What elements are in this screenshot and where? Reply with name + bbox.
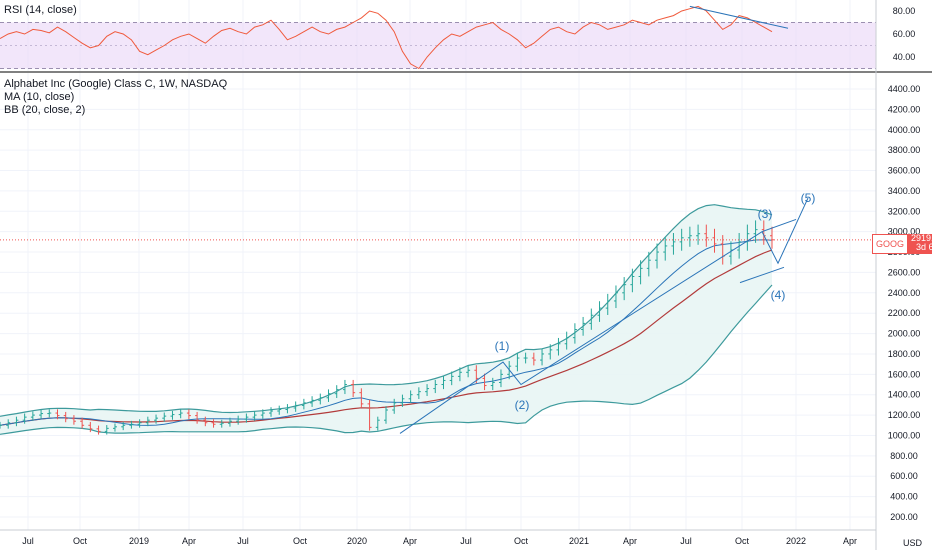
time-tick-label: Apr — [403, 536, 417, 546]
price-tick-label: 4400.00 — [888, 84, 921, 94]
badge-countdown: 3d 6h — [916, 242, 932, 252]
time-tick-label: 2019 — [129, 536, 149, 546]
price-tick-label: 4000.00 — [888, 125, 921, 135]
time-tick-label: Jul — [680, 536, 692, 546]
price-tick-label: 3400.00 — [888, 186, 921, 196]
currency-label: USD — [903, 538, 923, 548]
last-price-badge: GOOG 2919.73 3d 6h — [872, 234, 932, 254]
time-tick-label: Oct — [293, 536, 308, 546]
price-tick-label: 4200.00 — [888, 104, 921, 114]
price-tick-label: 3000.00 — [888, 227, 921, 237]
time-tick-label: Jul — [22, 536, 34, 546]
bb-upper — [0, 204, 773, 417]
price-tick-label: 1000.00 — [888, 430, 921, 440]
price-tick-label: 3200.00 — [888, 206, 921, 216]
bb-legend[interactable]: BB (20, close, 2) — [4, 104, 86, 116]
price-tick-label: 1400.00 — [888, 390, 921, 400]
price-tick-label: 200.00 — [890, 512, 918, 522]
time-tick-label: Jul — [237, 536, 249, 546]
time-tick-label: Apr — [623, 536, 637, 546]
wave-label: (1) — [495, 339, 510, 353]
badge-symbol: GOOG — [872, 234, 909, 254]
time-tick-label: Apr — [182, 536, 196, 546]
rsi-line — [0, 5, 773, 70]
main-legend[interactable]: Alphabet Inc (Google) Class C, 1W, NASDA… — [4, 78, 227, 117]
wave-label: (5) — [801, 191, 816, 205]
time-tick-label: Oct — [514, 536, 529, 546]
wave-label: (3) — [758, 207, 773, 221]
elliott-wave-annotations: (1) (2) (3) (4) (5) — [399, 191, 816, 434]
rsi-tick-label: 60.00 — [893, 29, 916, 39]
price-tick-label: 3600.00 — [888, 166, 921, 176]
symbol-title: Alphabet Inc (Google) Class C, 1W, NASDA… — [4, 78, 228, 90]
price-tick-label: 2200.00 — [888, 308, 921, 318]
price-axis: 80.00 60.00 40.00 4400.00 4200.00 4000.00 3800… — [888, 6, 921, 522]
price-tick-label: 400.00 — [890, 492, 918, 502]
time-tick-label: Jul — [460, 536, 472, 546]
ma-legend[interactable]: MA (10, close) — [4, 91, 75, 103]
time-tick-label: Apr — [843, 536, 857, 546]
wave-label: (4) — [771, 288, 786, 302]
price-tick-label: 2400.00 — [888, 288, 921, 298]
rsi-pane — [0, 5, 876, 70]
wave-label: (2) — [515, 398, 530, 412]
rsi-tick-label: 80.00 — [893, 6, 916, 16]
rsi-legend[interactable]: RSI (14, close) — [4, 4, 77, 16]
wave-path — [399, 197, 809, 434]
price-tick-label: 800.00 — [890, 451, 918, 461]
wave-channel-bottom — [739, 266, 785, 284]
bb-fill — [0, 204, 772, 435]
time-tick-label: 2022 — [786, 536, 806, 546]
price-tick-label: 1600.00 — [888, 369, 921, 379]
price-tick-label: 2000.00 — [888, 329, 921, 339]
badge-price: 2919.73 3d 6h — [908, 234, 932, 254]
time-tick-label: 2020 — [347, 536, 367, 546]
price-tick-label: 1200.00 — [888, 410, 921, 420]
time-tick-label: Oct — [735, 536, 750, 546]
wave-channel-top — [761, 218, 797, 233]
price-tick-label: 3800.00 — [888, 145, 921, 155]
price-tick-label: 2600.00 — [888, 267, 921, 277]
time-tick-label: 2021 — [569, 536, 589, 546]
bb-lower — [0, 284, 773, 435]
ma-10 — [0, 239, 773, 426]
time-axis: Jul Oct 2019 Apr Jul Oct 2020 Apr Jul Oct 2021 Apr J… — [22, 536, 857, 546]
rsi-tick-label: 40.00 — [893, 52, 916, 62]
price-tick-label: 600.00 — [890, 471, 918, 481]
time-tick-label: Oct — [73, 536, 88, 546]
price-tick-label: 1800.00 — [888, 349, 921, 359]
badge-price-value: 2919.73 — [911, 233, 932, 243]
rsi-trendline — [689, 5, 789, 29]
